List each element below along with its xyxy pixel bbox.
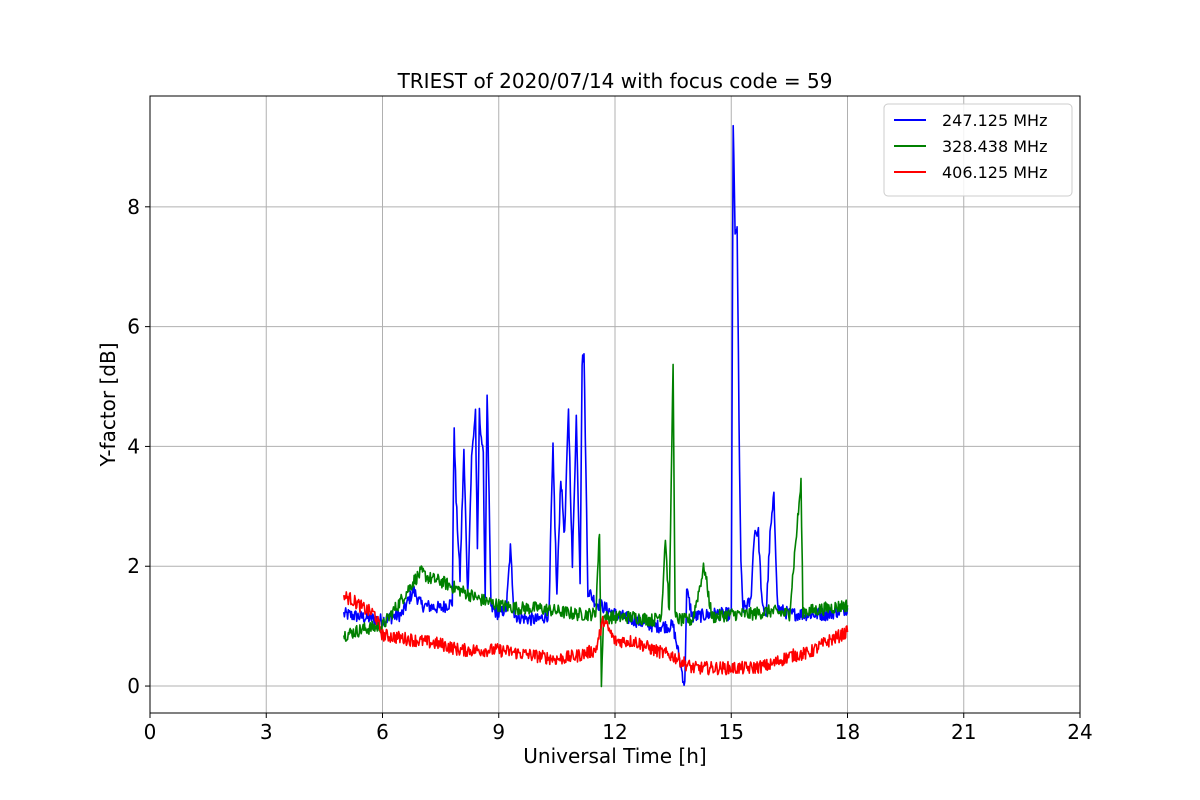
x-tick-label: 6 xyxy=(376,720,389,744)
legend-entry: 406.125 MHz xyxy=(942,163,1047,182)
x-tick-label: 21 xyxy=(951,720,976,744)
x-tick-label: 24 xyxy=(1067,720,1092,744)
x-tick-label: 15 xyxy=(719,720,744,744)
grid xyxy=(149,96,1081,713)
series-line-2 xyxy=(343,363,849,688)
y-axis-label: Y-factor [dB] xyxy=(96,342,120,467)
legend-box xyxy=(883,103,1073,197)
y-tick-label: 4 xyxy=(127,434,140,458)
x-tick-label: 9 xyxy=(492,720,505,744)
x-tick-label: 0 xyxy=(144,720,157,744)
legend: 247.125 MHz 328.438 MHz 406.125 MHz xyxy=(883,103,1073,197)
x-tick-label: 12 xyxy=(602,720,627,744)
chart-title: TRIEST of 2020/07/14 with focus code = 5… xyxy=(397,69,833,93)
series-layer xyxy=(343,124,849,688)
legend-entry: 247.125 MHz xyxy=(942,111,1047,130)
series-line-3 xyxy=(343,591,849,676)
x-tick-label: 18 xyxy=(835,720,860,744)
y-tick-label: 0 xyxy=(127,674,140,698)
x-axis-label: Universal Time [h] xyxy=(523,744,706,768)
y-tick-label: 6 xyxy=(127,315,140,339)
y-tick-label: 2 xyxy=(127,554,140,578)
x-tick-label: 3 xyxy=(260,720,273,744)
legend-entry: 328.438 MHz xyxy=(942,137,1047,156)
y-tick-label: 8 xyxy=(127,195,140,219)
